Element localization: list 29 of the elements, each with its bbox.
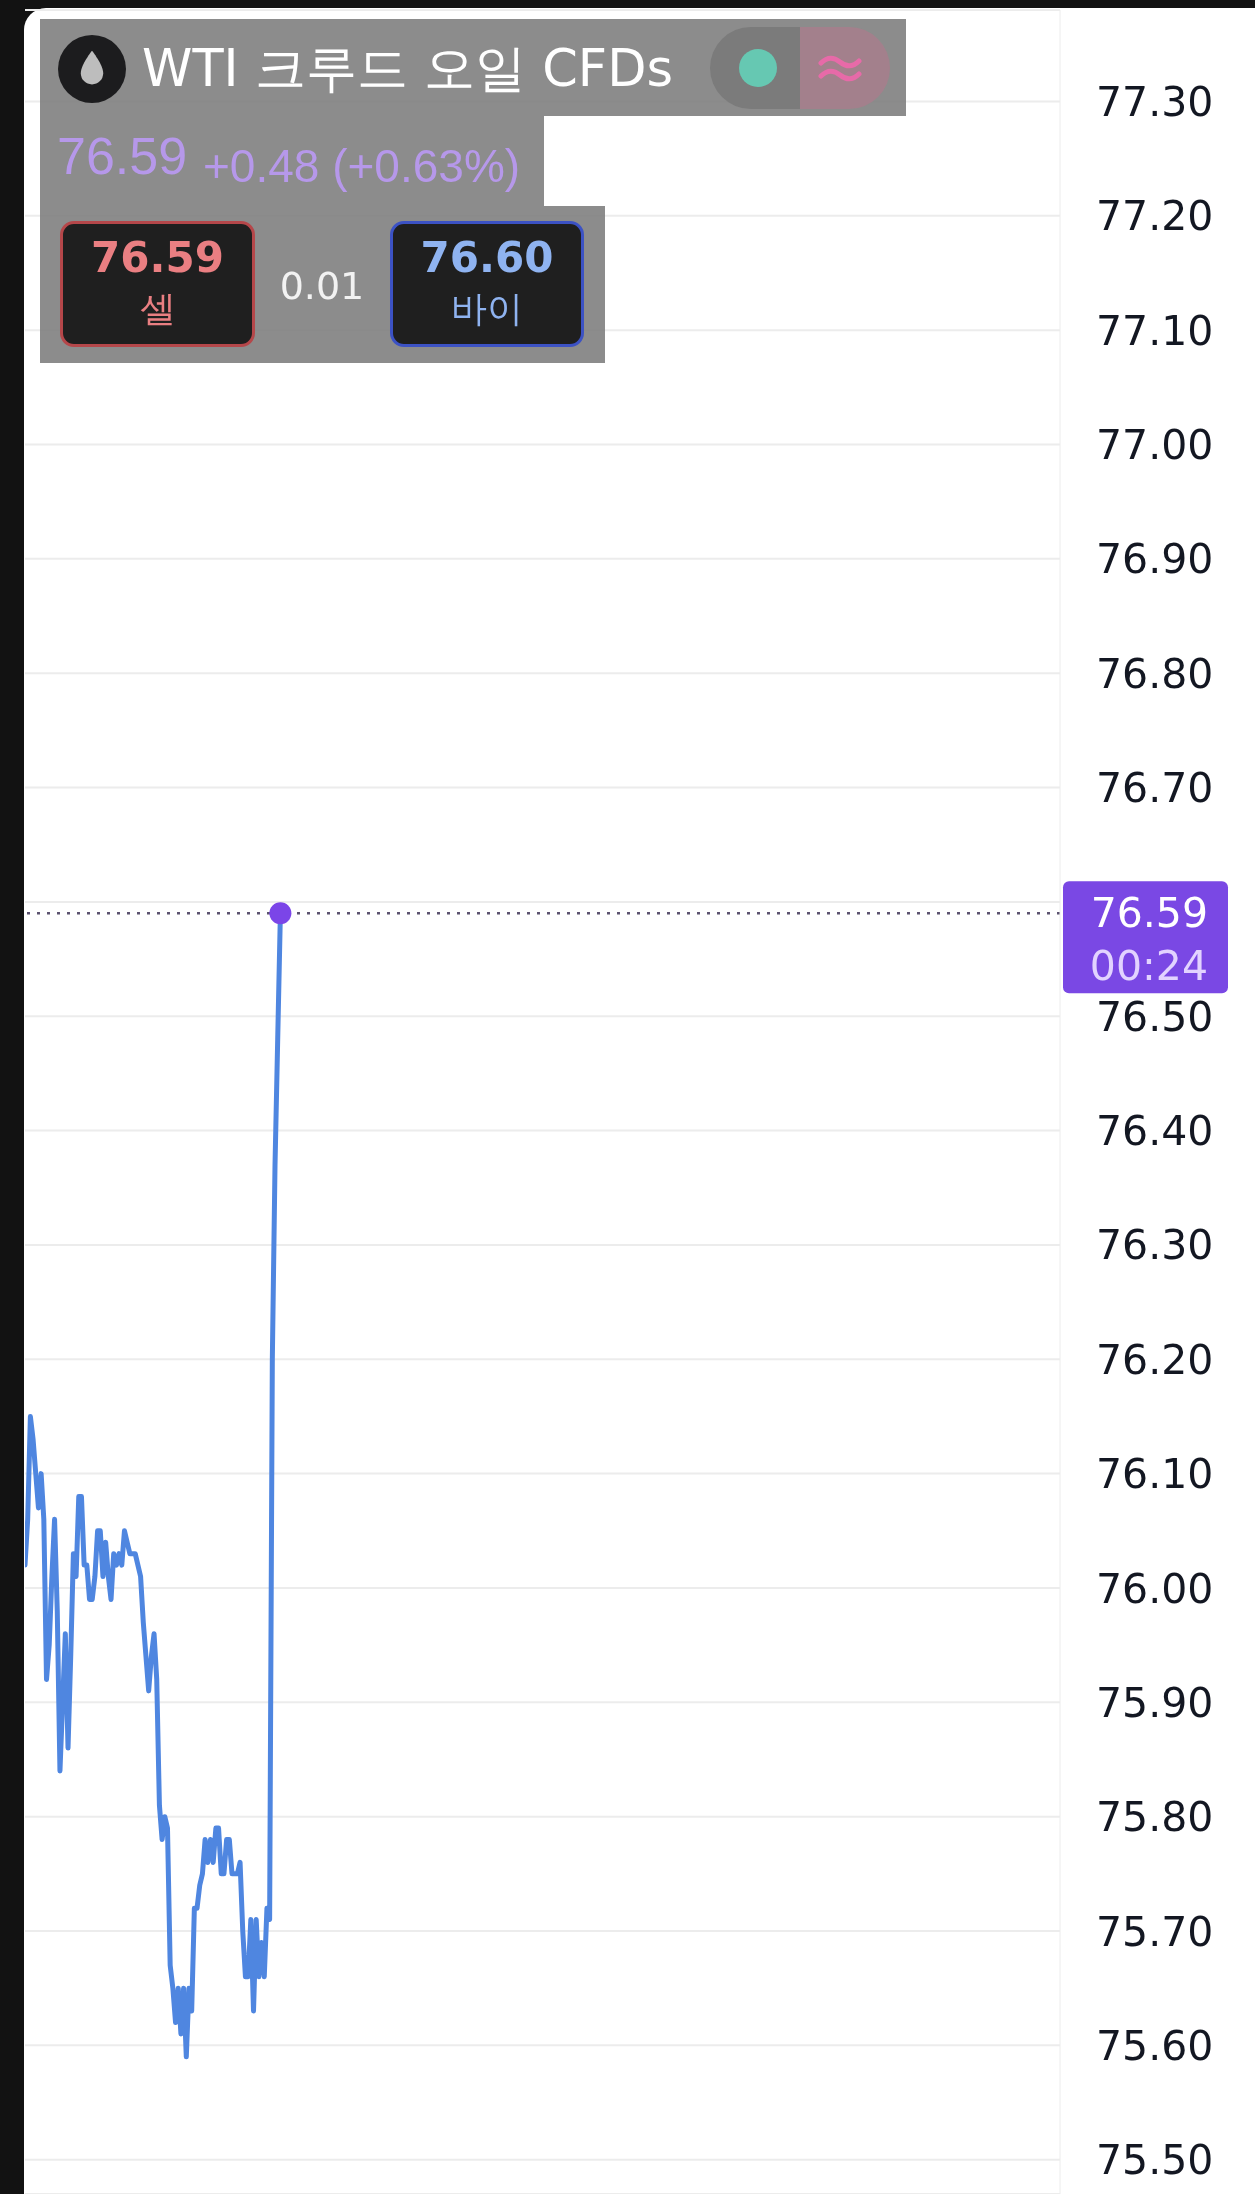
- y-tick-label: 77.10: [1096, 306, 1214, 355]
- annotation: 76.60: [419, 232, 555, 284]
- y-tick-label: 75.50: [1096, 2136, 1214, 2185]
- annotation: 0.01: [278, 263, 366, 310]
- y-tick-label: 76.80: [1096, 649, 1214, 698]
- y-tick-label: 76.90: [1096, 535, 1214, 584]
- y-tick-label: 77.20: [1096, 192, 1214, 241]
- annotation: +0.48 (+0.63%): [203, 139, 521, 194]
- y-tick-label: 75.70: [1096, 1907, 1214, 1956]
- y-tick-label: 76.20: [1096, 1335, 1214, 1384]
- sell-button: 76.59 셀: [60, 221, 255, 347]
- annotation: 76.59: [57, 126, 188, 186]
- y-tick-label: 76.40: [1096, 1107, 1214, 1156]
- y-tick-label: 76.30: [1096, 1221, 1214, 1270]
- y-tick-label: 75.80: [1096, 1793, 1214, 1842]
- buy-button: 76.60 바이: [390, 221, 584, 347]
- y-tick-label: 76.00: [1096, 1564, 1214, 1613]
- y-tick-label: 77.30: [1096, 78, 1214, 127]
- annotation: 바이: [450, 287, 524, 331]
- annotation: 셀: [138, 287, 177, 331]
- text: WTI 크루드 오일 CFDs: [142, 38, 674, 100]
- y-tick-label: 76.70: [1096, 764, 1214, 813]
- ref-line-label: 76.59 00:24: [1089, 889, 1208, 991]
- y-tick-label: 76.10: [1096, 1450, 1214, 1499]
- y-tick-label: 75.60: [1096, 2021, 1214, 2070]
- y-tick-label: 76.50: [1096, 992, 1214, 1041]
- annotation: 76.59: [90, 232, 225, 284]
- y-tick-label: 77.00: [1096, 421, 1214, 470]
- y-tick-label: 75.90: [1096, 1678, 1214, 1727]
